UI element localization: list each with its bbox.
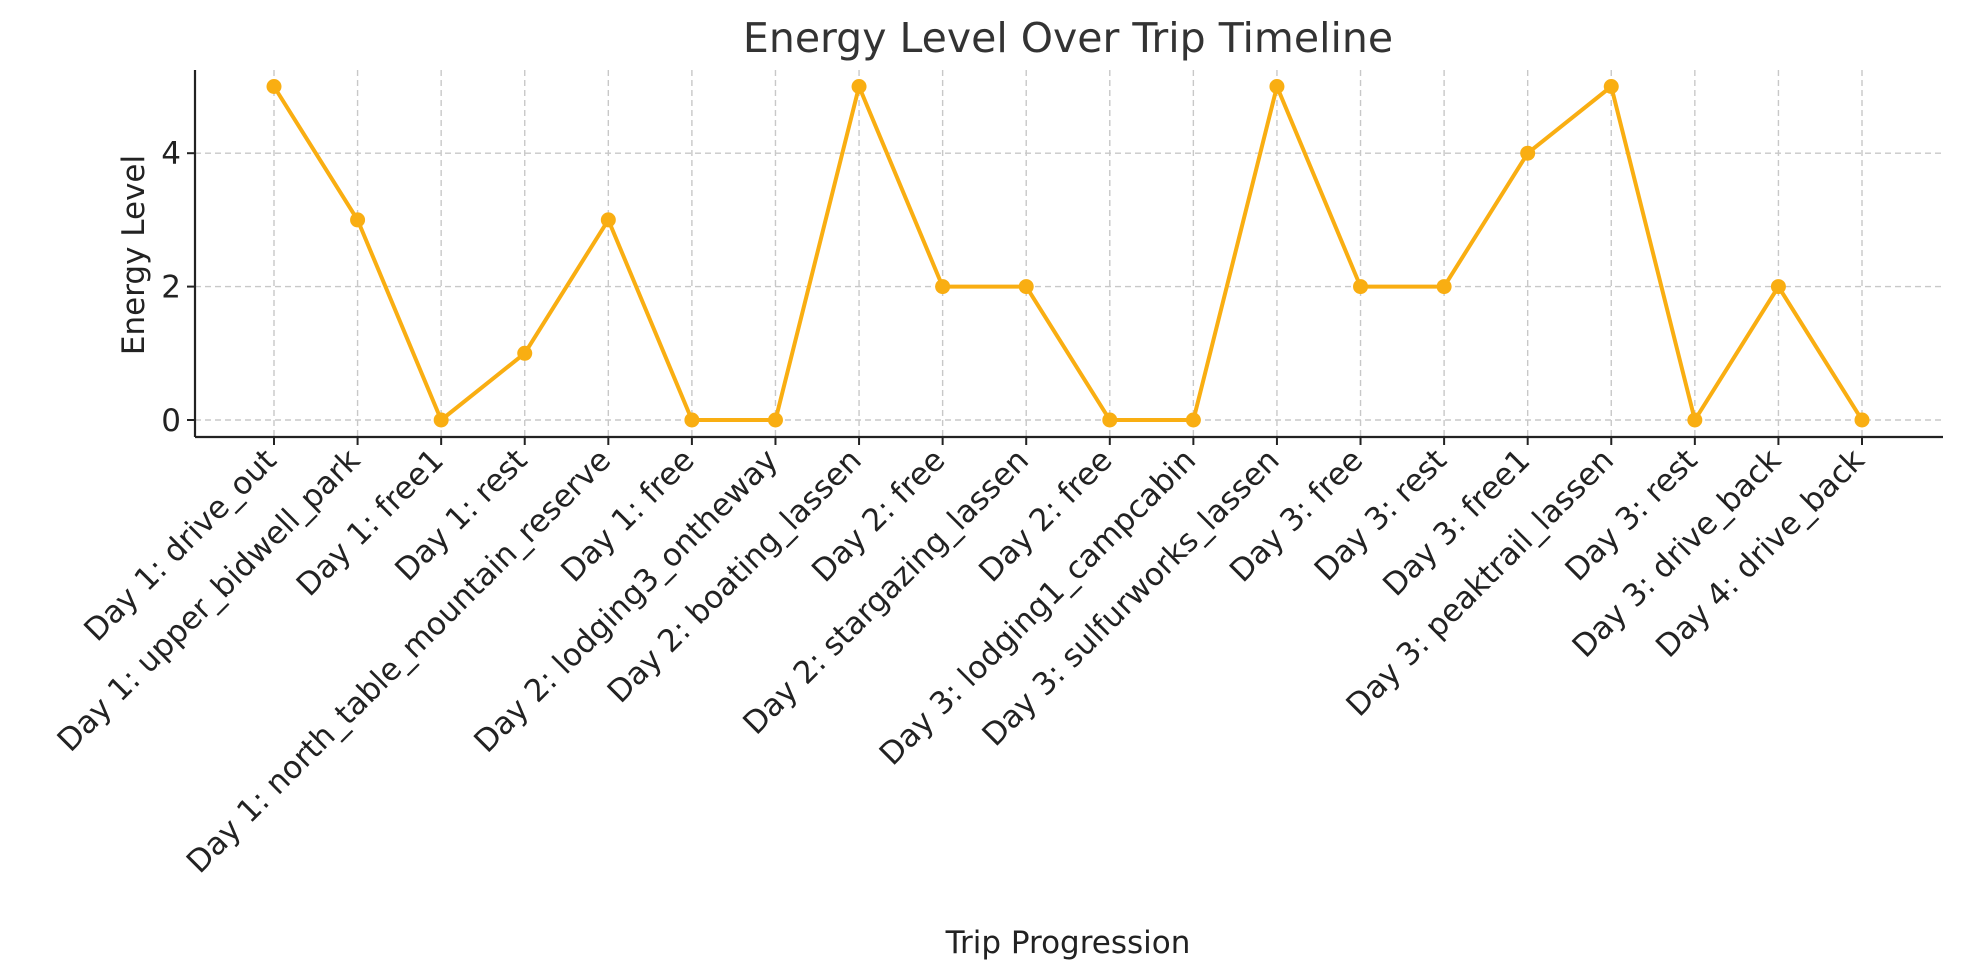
data-point: [600, 212, 616, 228]
x-tick-label: Day 1: upper_bidwell_park: [51, 442, 368, 759]
data-point: [935, 279, 951, 295]
data-point: [1018, 279, 1034, 295]
data-point: [1185, 412, 1201, 428]
x-tick-label: Day 2: lodging3_ontheway: [467, 442, 785, 760]
data-point: [1520, 145, 1536, 161]
chart-title: Energy Level Over Trip Timeline: [743, 14, 1393, 62]
y-tick-label: 0: [161, 403, 181, 439]
grid-lines: [195, 70, 1943, 437]
data-point: [1687, 412, 1703, 428]
data-point: [1854, 412, 1870, 428]
data-point: [433, 412, 449, 428]
data-point: [1770, 279, 1786, 295]
data-point: [350, 212, 366, 228]
data-point: [1102, 412, 1118, 428]
y-axis-label: Energy Level: [116, 155, 152, 355]
data-point: [767, 412, 783, 428]
y-tick-label: 2: [161, 270, 181, 306]
axes: [187, 70, 1943, 445]
data-point: [1436, 279, 1452, 295]
y-tick-label: 4: [161, 136, 181, 172]
data-point: [851, 79, 867, 94]
data-series: [266, 79, 1870, 428]
series-line: [272, 84, 1864, 422]
data-point: [517, 345, 533, 361]
data-point: [1353, 279, 1369, 295]
x-tick-label: Day 3: free1: [1376, 442, 1537, 603]
data-point: [1603, 79, 1619, 94]
x-tick-label: Day 1: free1: [290, 442, 451, 603]
data-point: [684, 412, 700, 428]
data-point: [1269, 79, 1285, 94]
data-point: [266, 79, 282, 94]
x-axis-label: Trip Progression: [945, 925, 1191, 961]
